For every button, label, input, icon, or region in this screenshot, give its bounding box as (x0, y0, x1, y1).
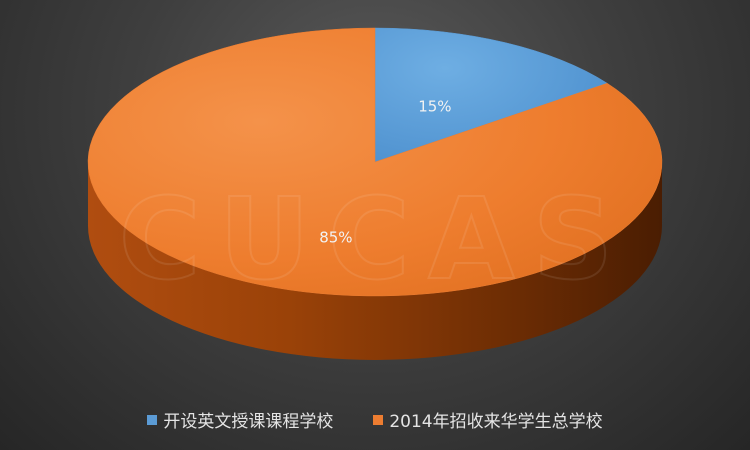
pie-slice-total-schools (87, 27, 663, 297)
legend-swatch-blue (147, 414, 158, 425)
chart-legend: 开设英文授课课程学校 2014年招收来华学生总学校 (0, 407, 750, 432)
legend-label: 2014年招收来华学生总学校 (389, 412, 603, 432)
data-label-total-schools: 85% (319, 228, 352, 246)
legend-item-total-schools: 2014年招收来华学生总学校 (373, 407, 603, 432)
legend-swatch-orange (373, 414, 384, 425)
pie-slice-english-courses (374, 27, 608, 163)
data-label-english-courses: 15% (418, 98, 451, 116)
watermark-text: CUCAS (119, 175, 632, 305)
legend-item-english-courses: 开设英文授课课程学校 (147, 407, 333, 432)
legend-label: 开设英文授课课程学校 (163, 412, 334, 432)
pie-chart-canvas: CUCAS 15% 85% (87, 27, 663, 360)
pie-side-wall (88, 162, 662, 360)
